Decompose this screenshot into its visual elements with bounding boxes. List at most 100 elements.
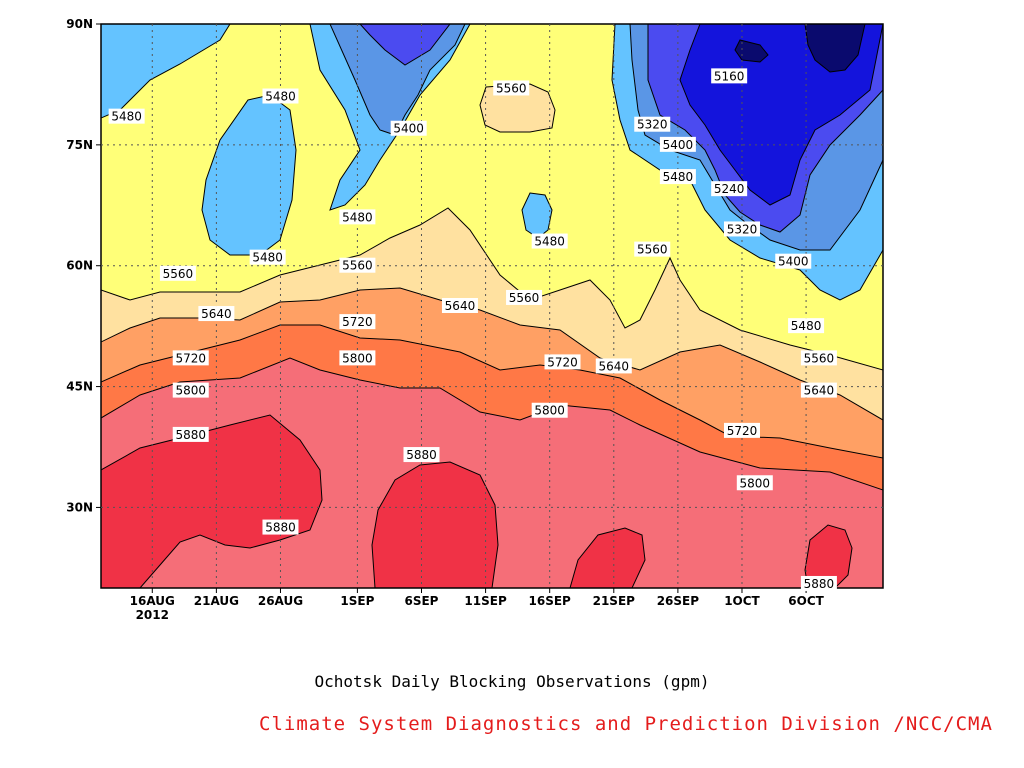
- contour-label: 5640: [441, 298, 478, 313]
- contour-label: 5320: [634, 116, 671, 132]
- x-tick-label: 1OCT: [724, 594, 760, 608]
- contour-label-text: 5320: [727, 222, 758, 236]
- contour-label: 5400: [775, 253, 812, 269]
- island-5560: [479, 83, 556, 133]
- contour-label: 5800: [339, 350, 376, 366]
- x-tick-sublabel: 2012: [136, 608, 169, 622]
- grid-layer: [101, 24, 883, 588]
- y-tick-label: 60N: [66, 259, 93, 273]
- contour-label-text: 5800: [342, 351, 373, 365]
- y-tick-label: 90N: [66, 17, 93, 31]
- contour-label: 5480: [531, 233, 568, 249]
- x-tick-label: 26SEP: [657, 594, 700, 608]
- contour-label-box: [108, 108, 145, 124]
- contour-label: 5880: [800, 575, 837, 591]
- x-tick-label: 21AUG: [194, 594, 239, 608]
- contour-label-box: [634, 241, 671, 257]
- contour-label: 5640: [800, 382, 837, 398]
- plot-frame: [100, 23, 884, 589]
- contour-label-text: 5160: [714, 69, 745, 83]
- contour-label: 5720: [544, 354, 581, 370]
- contour-label: 5720: [172, 350, 209, 366]
- band-above-5880-small: [569, 527, 646, 588]
- contour-label-box: [198, 306, 235, 322]
- band-below-5160-b: [734, 39, 769, 63]
- contour-label-text: 5320: [637, 118, 668, 132]
- contour-label-box: [506, 289, 543, 305]
- contour-label-box: [659, 136, 696, 152]
- x-tick-label: 21SEP: [593, 594, 636, 608]
- contour-label-text: 5560: [496, 81, 527, 95]
- contour-label: 5480: [788, 318, 825, 334]
- contour-label-text: 5720: [175, 351, 206, 365]
- contour-label: 5800: [736, 475, 773, 491]
- contour-label-box: [339, 314, 376, 330]
- contour-label-box: [339, 209, 376, 225]
- contour-label-box: [172, 426, 209, 442]
- contour-label-text: 5480: [534, 235, 565, 249]
- contour-label-box: [531, 402, 568, 418]
- x-tick-label: 6OCT: [788, 594, 824, 608]
- contour-label-text: 5480: [252, 251, 283, 265]
- y-tick-label: 75N: [66, 138, 93, 152]
- contour-label: 5480: [108, 108, 145, 124]
- credit-text: Climate System Diagnostics and Predictio…: [259, 713, 993, 735]
- contour-label-text: 5560: [509, 291, 540, 305]
- contour-label: 5560: [634, 241, 671, 257]
- contour-label-box: [339, 350, 376, 366]
- contour-label-text: 5240: [714, 182, 745, 196]
- contour-label-box: [800, 350, 837, 366]
- contour-label-text: 5720: [547, 355, 578, 369]
- contour-label-box: [172, 350, 209, 366]
- contour-label-box: [775, 253, 812, 269]
- band-5400-5480-left: [101, 24, 231, 119]
- contour-fill-layer: [101, 24, 883, 588]
- band-above-5880-right: [804, 524, 853, 588]
- x-tick-label: 11SEP: [464, 594, 507, 608]
- contour-label: 5480: [262, 88, 299, 104]
- contour-label-box: [723, 422, 760, 438]
- contour-label-text: 5640: [201, 307, 232, 321]
- contour-label-text: 5800: [740, 476, 771, 490]
- contour-label-box: [159, 265, 196, 281]
- contour-label-text: 5640: [804, 384, 835, 398]
- contour-label-text: 5800: [175, 384, 206, 398]
- contour-label-text: 5880: [406, 448, 437, 462]
- contour-label-text: 5720: [727, 424, 758, 438]
- contour-label-box: [723, 221, 760, 237]
- band-5240-5320-topmid: [359, 24, 451, 66]
- contour-label-box: [172, 382, 209, 398]
- contour-label-box: [659, 169, 696, 185]
- x-tick-label: 16AUG: [130, 594, 175, 608]
- contour-label-box: [390, 120, 427, 136]
- contour-label-text: 5560: [637, 243, 668, 257]
- x-tick-label: 16SEP: [529, 594, 572, 608]
- contour-label-box: [711, 68, 748, 84]
- contour-label: 5640: [198, 306, 235, 322]
- contour-label-text: 5880: [175, 428, 206, 442]
- contour-label-box: [634, 116, 671, 132]
- contour-label: 5400: [390, 120, 427, 136]
- contour-label-text: 5480: [111, 110, 142, 124]
- contour-label: 5800: [172, 382, 209, 398]
- contour-label-text: 5480: [342, 210, 373, 224]
- contour-label: 5400: [659, 136, 696, 152]
- contour-label-box: [531, 233, 568, 249]
- contour-label-box: [788, 318, 825, 334]
- contour-label-box: [595, 358, 632, 374]
- contour-label-text: 5560: [342, 259, 373, 273]
- contour-label-text: 5640: [599, 359, 630, 373]
- contour-label: 5560: [506, 289, 543, 305]
- contour-label-text: 5400: [393, 122, 424, 136]
- contour-label-box: [403, 447, 440, 463]
- contour-label: 5640: [595, 358, 632, 374]
- contour-label: 5480: [659, 169, 696, 185]
- contour-label: 5720: [723, 422, 760, 438]
- contour-label: 5880: [262, 519, 299, 535]
- contour-label-text: 5880: [265, 521, 296, 535]
- band-5320-5400-topmid: [329, 24, 466, 136]
- contour-label-text: 5480: [791, 319, 822, 333]
- contour-label-box: [262, 519, 299, 535]
- contour-label: 5560: [339, 257, 376, 273]
